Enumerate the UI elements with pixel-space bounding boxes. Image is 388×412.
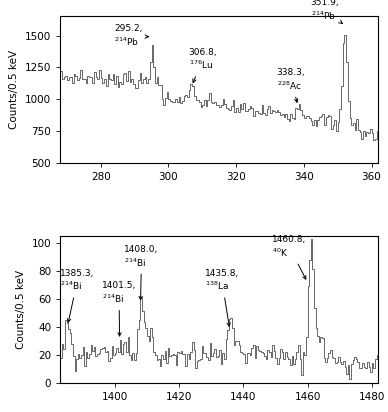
Text: 306.8,
$^{176}$Lu: 306.8, $^{176}$Lu <box>189 48 217 82</box>
Y-axis label: Counts/0.5 keV: Counts/0.5 keV <box>16 270 26 349</box>
Text: 1401.5,
$^{214}$Bi: 1401.5, $^{214}$Bi <box>102 281 136 336</box>
Text: 1385.3,
$^{214}$Bi: 1385.3, $^{214}$Bi <box>60 269 95 322</box>
Text: 1460.8,
$^{40}$K: 1460.8, $^{40}$K <box>272 235 307 279</box>
Y-axis label: Counts/0.5 keV: Counts/0.5 keV <box>9 50 19 129</box>
Text: 338.3,
$^{228}$Ac: 338.3, $^{228}$Ac <box>277 68 305 102</box>
Text: 351.9,
$^{214}$Pb: 351.9, $^{214}$Pb <box>311 0 342 23</box>
Text: 295.2,
$^{214}$Pb: 295.2, $^{214}$Pb <box>114 24 149 48</box>
Text: 1435.8,
$^{138}$La: 1435.8, $^{138}$La <box>205 269 239 326</box>
Text: 1408.0,
$^{214}$Bi: 1408.0, $^{214}$Bi <box>125 245 159 300</box>
